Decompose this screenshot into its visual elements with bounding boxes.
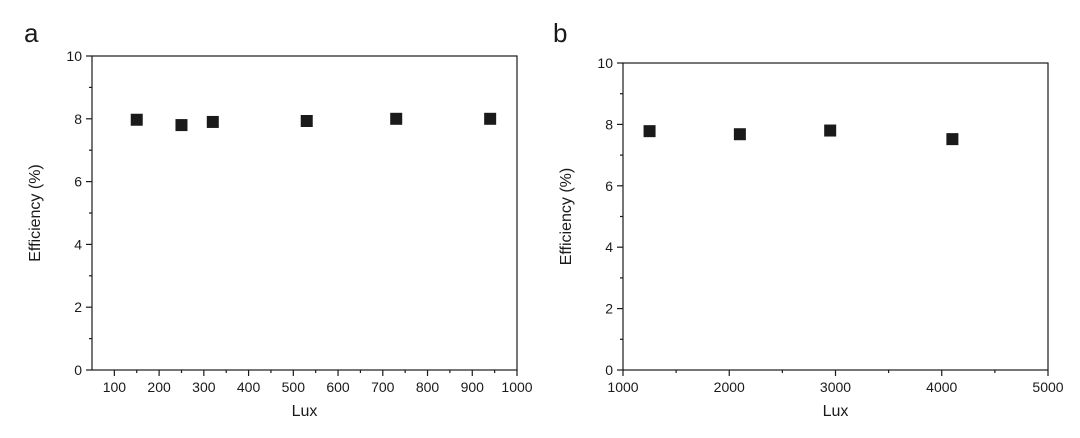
plot-frame — [91, 55, 518, 371]
data-point — [484, 112, 497, 125]
data-point — [733, 128, 746, 141]
panel-a-chart: a 0 2 4 6 8 10 100 200 300 400 500 600 700 800 900 1000 L… — [24, 18, 533, 420]
y-tick-label: 10 — [597, 55, 613, 71]
y-tick-label: 6 — [74, 174, 82, 190]
x-tick-label: 400 — [237, 379, 261, 395]
x-axis-label: Lux — [292, 403, 318, 420]
data-point — [824, 124, 837, 137]
x-tick-label: 700 — [371, 379, 395, 395]
y-tick-label: 0 — [74, 362, 82, 378]
x-tick-label: 900 — [461, 379, 485, 395]
x-tick-label: 3000 — [820, 379, 851, 395]
x-tick-label: 4000 — [926, 379, 957, 395]
x-tick-label: 1000 — [501, 379, 532, 395]
panel-label: b — [553, 18, 567, 48]
data-point — [175, 119, 188, 132]
y-tick-label: 8 — [74, 111, 82, 127]
data-point — [946, 133, 959, 146]
y-tick-label: 6 — [605, 178, 613, 194]
plot-frame — [622, 62, 1049, 371]
y-tick-label: 4 — [74, 236, 82, 252]
y-tick-label: 8 — [605, 116, 613, 132]
panel-label: a — [24, 18, 39, 48]
y-axis-label: Efficiency (%) — [558, 168, 575, 266]
x-tick-label: 500 — [282, 379, 306, 395]
y-tick-label: 4 — [605, 239, 613, 255]
y-tick-label: 0 — [605, 362, 613, 378]
y-tick-label: 10 — [66, 48, 82, 64]
data-point — [130, 113, 143, 126]
x-tick-label: 1000 — [607, 379, 638, 395]
x-tick-label: 300 — [192, 379, 216, 395]
x-tick-label: 600 — [326, 379, 350, 395]
y-tick-label: 2 — [74, 299, 82, 315]
y-tick-label: 2 — [605, 301, 613, 317]
panel-b-chart: b 0 2 4 6 8 10 1000 2000 3000 4000 5000 Lux Efficienc… — [553, 18, 1064, 420]
x-tick-label: 800 — [416, 379, 440, 395]
data-point — [206, 115, 219, 128]
x-tick-label: 5000 — [1032, 379, 1063, 395]
x-tick-label: 100 — [103, 379, 127, 395]
data-point — [390, 112, 403, 125]
data-point — [643, 125, 656, 138]
x-tick-label: 200 — [147, 379, 171, 395]
x-tick-label: 2000 — [714, 379, 745, 395]
x-axis-label: Lux — [823, 403, 849, 420]
y-axis-label: Efficiency (%) — [27, 164, 44, 262]
data-point — [300, 114, 313, 127]
